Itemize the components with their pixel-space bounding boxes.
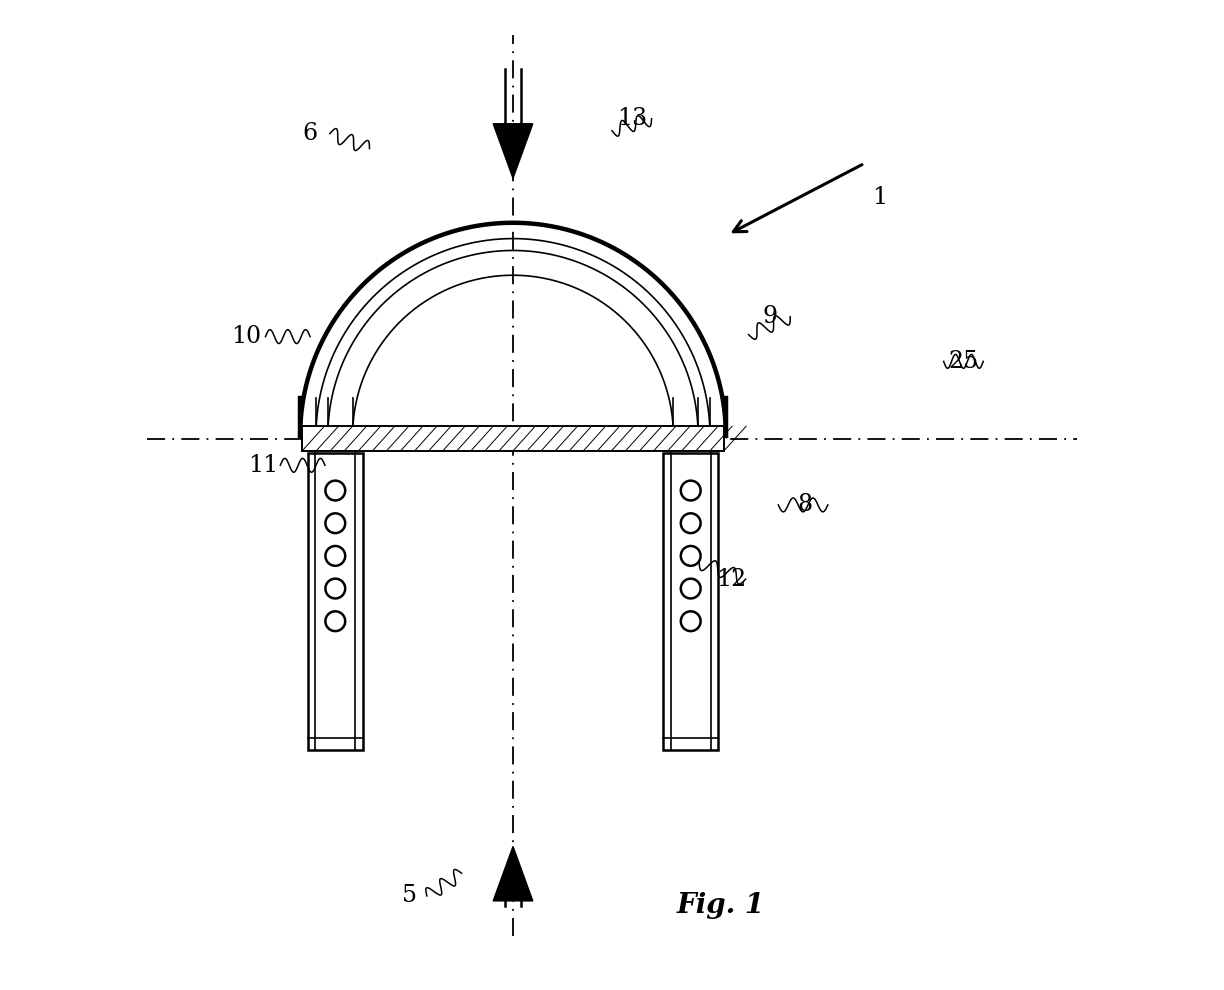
Text: Fig. 1: Fig. 1 xyxy=(677,892,765,920)
Text: 11: 11 xyxy=(248,453,279,477)
Text: 5: 5 xyxy=(401,884,416,908)
Circle shape xyxy=(681,611,700,632)
Text: 10: 10 xyxy=(230,325,261,348)
Circle shape xyxy=(681,480,700,500)
Text: 12: 12 xyxy=(716,567,745,591)
Text: 1: 1 xyxy=(871,186,887,210)
Text: 9: 9 xyxy=(763,305,778,329)
Circle shape xyxy=(326,611,345,632)
Text: 25: 25 xyxy=(949,349,978,373)
FancyArrow shape xyxy=(493,124,532,178)
Bar xyxy=(302,426,723,450)
Circle shape xyxy=(681,578,700,598)
Circle shape xyxy=(326,545,345,565)
Circle shape xyxy=(681,513,700,533)
FancyArrow shape xyxy=(493,846,532,901)
Bar xyxy=(308,452,362,749)
Circle shape xyxy=(326,513,345,533)
Text: 8: 8 xyxy=(798,493,813,517)
Text: 13: 13 xyxy=(617,107,646,131)
Circle shape xyxy=(681,545,700,565)
Circle shape xyxy=(326,480,345,500)
Text: 6: 6 xyxy=(302,122,317,146)
Bar xyxy=(663,452,718,749)
Circle shape xyxy=(326,578,345,598)
